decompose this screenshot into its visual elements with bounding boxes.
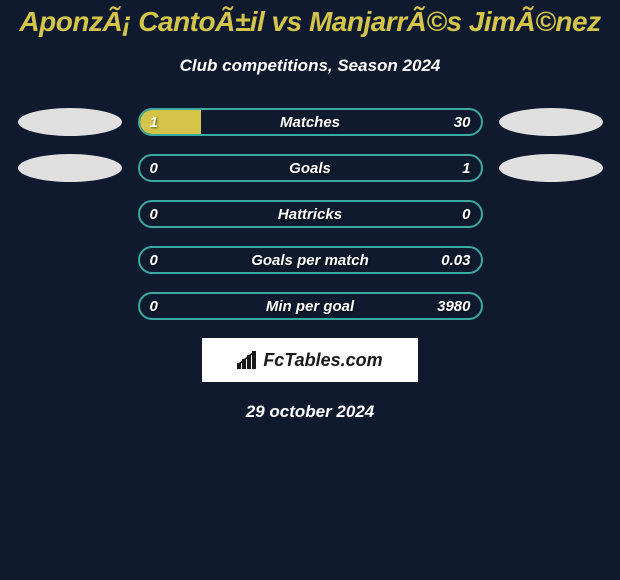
date: 29 october 2024 — [0, 402, 620, 422]
stat-row: 1Matches30 — [0, 108, 620, 136]
stat-bar: 1Matches30 — [138, 108, 483, 136]
player-left-ellipse — [18, 108, 122, 136]
stat-bar: 0Goals per match0.03 — [138, 246, 483, 274]
stat-value-right: 3980 — [437, 294, 470, 318]
stat-value-right: 0 — [462, 202, 470, 226]
bars-icon — [237, 351, 259, 369]
stat-bar: 0Hattricks0 — [138, 200, 483, 228]
page-title: AponzÃ¡ CantoÃ±il vs ManjarrÃ©s JimÃ©nez — [0, 6, 620, 38]
stat-label: Hattricks — [140, 202, 481, 226]
stat-bar: 0Min per goal3980 — [138, 292, 483, 320]
stat-bar: 0Goals1 — [138, 154, 483, 182]
player-left-ellipse — [18, 154, 122, 182]
stat-row: 0Min per goal3980 — [0, 292, 620, 320]
stat-label: Min per goal — [140, 294, 481, 318]
stat-label: Goals — [140, 156, 481, 180]
stat-row: 0Hattricks0 — [0, 200, 620, 228]
player-right-ellipse — [499, 154, 603, 182]
player-right-ellipse — [499, 108, 603, 136]
stat-label: Matches — [140, 110, 481, 134]
stat-row: 0Goals per match0.03 — [0, 246, 620, 274]
stat-value-right: 0.03 — [441, 248, 470, 272]
logo: FcTables.com — [237, 350, 382, 371]
logo-text: FcTables.com — [263, 350, 382, 371]
stat-value-right: 1 — [462, 156, 470, 180]
stat-row: 0Goals1 — [0, 154, 620, 182]
stat-label: Goals per match — [140, 248, 481, 272]
logo-box: FcTables.com — [202, 338, 418, 382]
stat-value-right: 30 — [454, 110, 471, 134]
stats-rows: 1Matches300Goals10Hattricks00Goals per m… — [0, 108, 620, 320]
subtitle: Club competitions, Season 2024 — [0, 56, 620, 76]
